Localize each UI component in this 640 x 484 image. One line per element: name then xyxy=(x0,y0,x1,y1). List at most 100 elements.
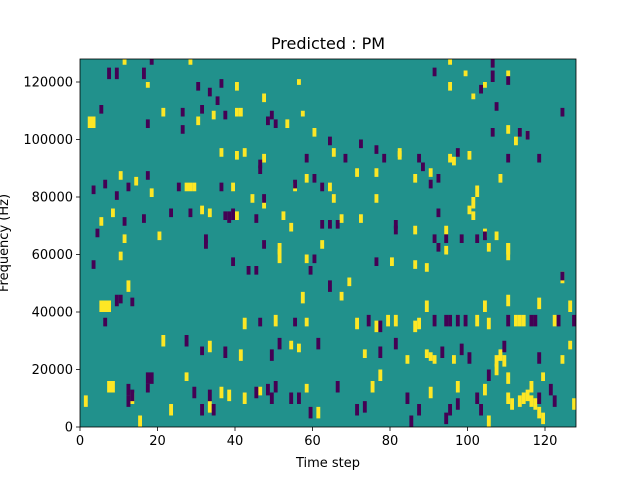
heatmap-cell-high xyxy=(227,389,232,402)
heatmap-cell-high xyxy=(161,335,166,347)
x-tick-label: 0 xyxy=(76,434,84,449)
heatmap-cell-low xyxy=(432,314,437,327)
y-axis: 0 20000 40000 60000 80000 100000 120000 xyxy=(23,76,80,436)
heatmap-cell-high xyxy=(424,263,429,272)
heatmap-cell-high xyxy=(517,395,522,407)
heatmap-cell-high xyxy=(250,194,255,203)
heatmap-cell-low xyxy=(145,383,150,393)
heatmap-cell-high xyxy=(87,116,96,128)
heatmap-cell-high xyxy=(211,110,216,120)
heatmap-cell-low xyxy=(529,314,534,327)
heatmap-cell-low xyxy=(145,171,150,180)
heatmap-cell-high xyxy=(169,404,174,416)
heatmap-cell-low xyxy=(273,119,278,129)
heatmap-cell-high xyxy=(99,300,112,312)
heatmap-cell-high xyxy=(471,211,476,221)
heatmap-cell-high xyxy=(207,208,212,218)
heatmap-cell-low xyxy=(556,314,561,327)
heatmap-cell-high xyxy=(262,153,267,163)
heatmap-cell-low xyxy=(231,257,236,267)
heatmap-cell-high xyxy=(99,217,104,226)
heatmap-cell-high xyxy=(355,317,360,330)
heatmap-cell-low xyxy=(448,404,453,416)
heatmap-cell-high xyxy=(541,372,546,382)
heatmap-cell-high xyxy=(486,415,491,427)
heatmap-cell-low xyxy=(277,337,282,350)
heatmap-cell-low xyxy=(145,119,150,129)
heatmap-cell-high xyxy=(374,320,379,333)
heatmap-cell-low xyxy=(393,220,398,229)
heatmap-cell-high xyxy=(397,148,402,157)
heatmap-cell-high xyxy=(428,386,433,399)
heatmap-cell-high xyxy=(304,174,309,183)
heatmap-cell-high xyxy=(413,225,418,235)
heatmap-cell-high xyxy=(304,317,309,327)
heatmap-cell-low xyxy=(269,349,274,361)
heatmap-cell-low xyxy=(207,87,212,97)
heatmap-cell-low xyxy=(436,174,441,183)
heatmap-cell-low xyxy=(525,130,530,140)
heatmap-cell-low xyxy=(506,153,511,163)
y-tick-label: 100000 xyxy=(23,133,73,148)
heatmap-cell-low xyxy=(479,404,484,416)
heatmap-cell-low xyxy=(258,159,263,169)
heatmap-cell-high xyxy=(242,392,247,404)
heatmap-cell-high xyxy=(455,381,460,393)
heatmap-cell-high xyxy=(184,372,189,382)
heatmap-cell-low xyxy=(223,211,228,221)
heatmap-cell-low xyxy=(359,139,363,149)
heatmap-cell-low xyxy=(200,105,205,114)
heatmap-cell-low xyxy=(417,404,422,416)
heatmap-cell-high xyxy=(475,185,480,197)
heatmap-cell-low xyxy=(409,415,414,427)
heatmap-cell-high xyxy=(320,240,325,249)
heatmap-cell-high xyxy=(494,363,499,376)
heatmap-cell-high xyxy=(467,205,472,215)
heatmap-cell-low xyxy=(91,260,96,269)
heatmap-cell-low xyxy=(552,395,557,407)
heatmap-cell-high xyxy=(494,231,499,241)
x-axis-label: Time step xyxy=(295,456,360,471)
heatmap-cell-low xyxy=(192,386,197,399)
heatmap-cell-high xyxy=(541,412,546,425)
y-axis-label: Frequency (Hz) xyxy=(0,194,12,292)
heatmap-cell-high xyxy=(568,300,573,312)
heatmap-cell-low xyxy=(405,392,410,404)
heatmap-cell-low xyxy=(455,314,460,327)
heatmap-cell-low xyxy=(506,76,511,85)
heatmap-cell-high xyxy=(297,79,301,85)
heatmap-cell-low xyxy=(204,240,208,249)
heatmap-cell-low xyxy=(254,214,259,223)
y-tick-label: 20000 xyxy=(32,363,73,378)
heatmap-cell-high xyxy=(506,372,511,384)
heatmap-cell-high xyxy=(506,294,511,307)
heatmap-cell-high xyxy=(231,182,236,192)
heatmap-cell-high xyxy=(506,125,511,134)
heatmap-cell-low xyxy=(200,346,205,356)
heatmap-cell-high xyxy=(161,107,166,117)
heatmap-cell-low xyxy=(483,231,487,241)
heatmap-cell-high xyxy=(304,383,309,393)
heatmap-cell-low xyxy=(114,67,119,80)
heatmap-cell-high xyxy=(289,222,294,232)
heatmap-cell-low xyxy=(149,59,154,65)
heatmap-cell-high xyxy=(452,156,456,166)
heatmap-cell-high xyxy=(238,107,243,117)
heatmap-cell-high xyxy=(514,136,518,146)
heatmap-cell-high xyxy=(126,280,131,292)
heatmap-cell-low xyxy=(421,162,425,172)
heatmap-cell-low xyxy=(103,179,108,189)
heatmap-cell-low xyxy=(560,107,565,117)
heatmap-cell-high xyxy=(157,231,162,241)
heatmap-cell-high xyxy=(145,82,150,88)
heatmap-cell-high xyxy=(83,395,88,407)
heatmap-cell-high xyxy=(424,349,429,359)
heatmap-cell-low xyxy=(312,254,317,264)
heatmap-cell-high xyxy=(521,314,526,327)
heatmap-cell-high xyxy=(107,381,115,393)
heatmap-cell-high xyxy=(339,214,344,223)
heatmap-cell-low xyxy=(130,297,135,307)
heatmap-cell-low xyxy=(273,381,278,393)
heatmap-cell-high xyxy=(138,415,143,427)
